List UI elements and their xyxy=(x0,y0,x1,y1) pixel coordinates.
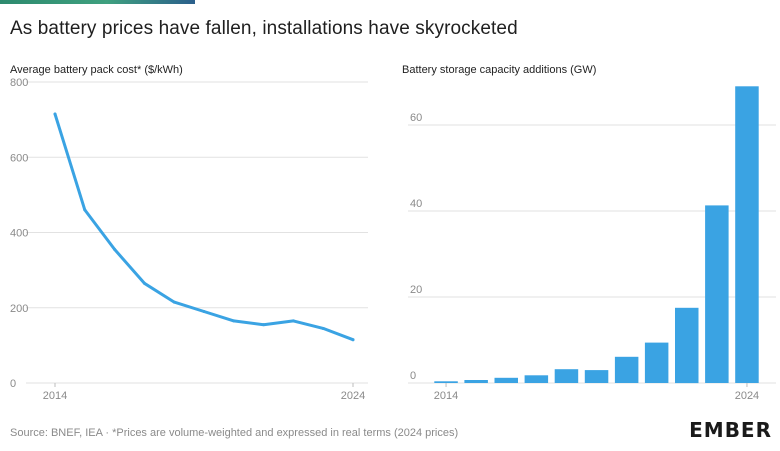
capacity-x-tick-label: 2014 xyxy=(434,390,458,402)
cost-x-tick-label: 2014 xyxy=(43,390,67,402)
capacity-y-tick-label: 60 xyxy=(410,112,422,124)
capacity-chart-bars xyxy=(434,86,759,384)
capacity-chart-title: Battery storage capacity additions (GW) xyxy=(402,64,597,76)
page-title: As battery prices have fallen, installat… xyxy=(10,18,518,39)
capacity-bar xyxy=(524,375,549,383)
cost-y-tick-label: 400 xyxy=(10,228,28,240)
capacity-bar xyxy=(434,381,458,383)
cost-data-point xyxy=(83,208,87,212)
accent-bar xyxy=(0,0,195,4)
cost-y-tick-label: 800 xyxy=(10,77,28,89)
source-footnote: Source: BNEF, IEA · *Prices are volume-w… xyxy=(10,427,459,439)
capacity-y-tick-label: 20 xyxy=(410,284,422,296)
cost-y-tick-label: 200 xyxy=(10,303,28,315)
capacity-bar xyxy=(464,380,488,383)
cost-chart-x-ticks: 2014 2024 xyxy=(43,383,365,402)
capacity-bar xyxy=(705,205,729,383)
capacity-y-tick-label: 0 xyxy=(410,370,416,382)
cost-data-point xyxy=(172,300,176,304)
capacity-bar xyxy=(614,356,639,383)
capacity-chart-x-ticks: 2014 2024 xyxy=(434,383,759,402)
cost-chart-series xyxy=(53,112,355,342)
cost-data-point xyxy=(113,247,117,251)
cost-y-tick-label: 600 xyxy=(10,152,28,164)
capacity-bar xyxy=(584,370,609,383)
capacity-bar xyxy=(644,342,669,383)
cost-data-point xyxy=(291,319,295,323)
ember-logo: EMBER xyxy=(689,418,772,442)
cost-data-point xyxy=(232,319,236,323)
capacity-bar xyxy=(675,307,699,384)
cost-chart-title: Average battery pack cost* ($/kWh) xyxy=(10,64,183,76)
capacity-bar xyxy=(494,377,518,383)
cost-y-tick-label: 0 xyxy=(10,378,16,390)
capacity-bar xyxy=(735,86,759,384)
cost-data-point xyxy=(142,281,146,285)
capacity-chart-y-ticks: 0 20 40 60 xyxy=(410,112,422,382)
cost-data-point xyxy=(202,310,206,314)
cost-data-point xyxy=(262,323,266,327)
capacity-x-tick-label: 2024 xyxy=(735,390,759,402)
cost-x-tick-label: 2024 xyxy=(341,390,365,402)
cost-data-point xyxy=(321,326,325,330)
cost-chart-grid xyxy=(26,81,368,384)
cost-data-point xyxy=(53,112,57,116)
capacity-bar xyxy=(554,369,579,383)
cost-data-point xyxy=(351,338,355,342)
capacity-y-tick-label: 40 xyxy=(410,198,422,210)
cost-series-line xyxy=(53,112,355,342)
cost-chart-y-ticks: 0 200 400 600 800 xyxy=(10,77,28,390)
